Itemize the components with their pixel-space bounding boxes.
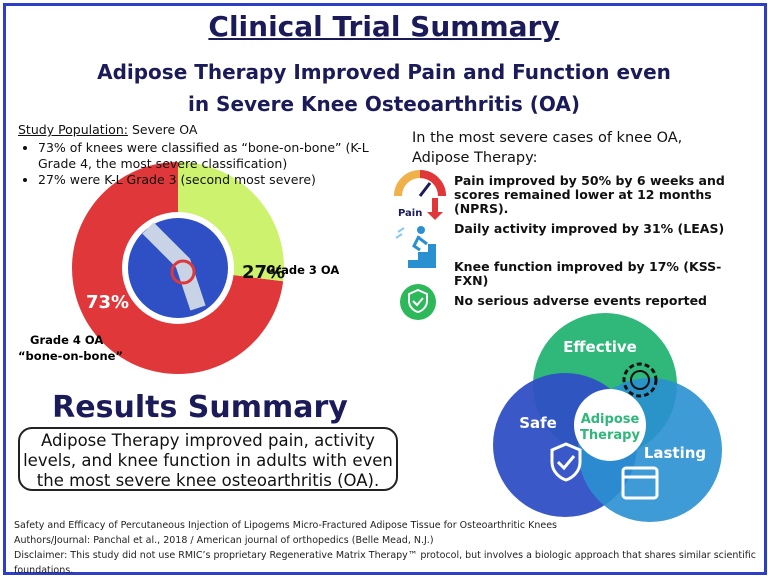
footer-line: Disclaimer: This study did not use RMIC’… (14, 550, 756, 576)
finding: No serious adverse events reported (454, 293, 708, 308)
subtitle: Adipose Therapy Improved Pain and Functi… (97, 60, 671, 116)
venn-label: Safe (519, 414, 557, 432)
bullet: 73% of knees were classified as “bone-on… (38, 140, 398, 172)
population-label: Study Population: (18, 122, 128, 137)
pain-icon-label: Pain (398, 208, 422, 219)
finding: Pain improved by 50% by 6 weeks and scor… (454, 173, 725, 216)
population-bullets: 73% of knees were classified as “bone-on… (18, 140, 398, 188)
value-label: 27% (242, 262, 285, 283)
footer-line: Safety and Efficacy of Percutaneous Inje… (14, 520, 557, 531)
results-text: Adipose Therapy improved pain, activity … (18, 427, 398, 491)
activity-icon (395, 226, 436, 268)
pain-icon (394, 170, 446, 220)
venn-center: Adipose Therapy (580, 412, 640, 443)
population-value: Severe OA (131, 122, 198, 137)
results-title: Results Summary (52, 390, 348, 425)
safety-icon (400, 284, 436, 320)
finding: Daily activity improved by 31% (LEAS) (454, 221, 725, 236)
venn-label: Effective (563, 338, 637, 356)
population: Study Population: Severe OA (18, 122, 197, 137)
frame (3, 3, 767, 575)
category-label: Grade 3 OA (266, 263, 339, 277)
category-label: Grade 4 OA (30, 333, 103, 347)
knee-image (142, 222, 206, 311)
findings-heading: In the most severe cases of knee OA, Adi… (412, 130, 683, 166)
annotation: “bone-on-bone” (18, 349, 123, 363)
title: Clinical Trial Summary (208, 10, 560, 43)
footer: Safety and Efficacy of Percutaneous Inje… (14, 518, 768, 578)
finding: Knee function improved by 17% (KSS-FXN) (454, 259, 722, 288)
venn-diagram (493, 313, 722, 522)
knee-image (170, 259, 196, 285)
value-label: 73% (86, 292, 129, 313)
bullet: 27% were K-L Grade 3 (second most severe… (38, 172, 398, 188)
footer-line: Authors/Journal: Panchal et al., 2018 / … (14, 535, 434, 546)
venn-label: Lasting (644, 444, 706, 462)
